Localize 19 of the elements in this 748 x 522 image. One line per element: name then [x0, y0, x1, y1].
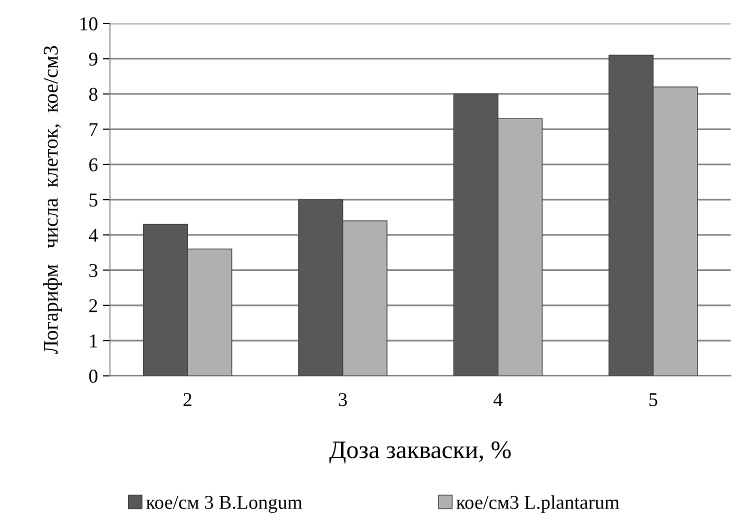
y-tick-label: 4: [88, 228, 98, 242]
y-tick-label: 0: [89, 370, 98, 383]
y-tick-label: 6: [89, 158, 98, 172]
y-tick-label: 10: [80, 17, 98, 30]
legend-label: кое/см3 L.plantarum: [456, 495, 620, 513]
x-tick-label: 4: [494, 393, 503, 406]
y-tick-label: 8: [89, 88, 98, 101]
x-axis-title: Доза закваски, %: [329, 441, 511, 464]
y-tick-label: 7: [90, 123, 98, 136]
x-tick-label: 2: [184, 393, 192, 406]
legend-label: кое/см 3 B.Longum: [146, 496, 302, 513]
y-tick-label: 5: [90, 194, 98, 207]
y-tick-label: 9: [89, 52, 98, 66]
y-tick-label: 2: [89, 299, 98, 312]
x-tick-label: 5: [649, 393, 658, 406]
x-tick-label: 3: [338, 393, 347, 406]
y-axis-title: Логарифм числа клеток, кое/см3: [43, 46, 62, 354]
y-tick-label: 1: [90, 334, 97, 348]
y-tick-label: 3: [89, 264, 98, 278]
